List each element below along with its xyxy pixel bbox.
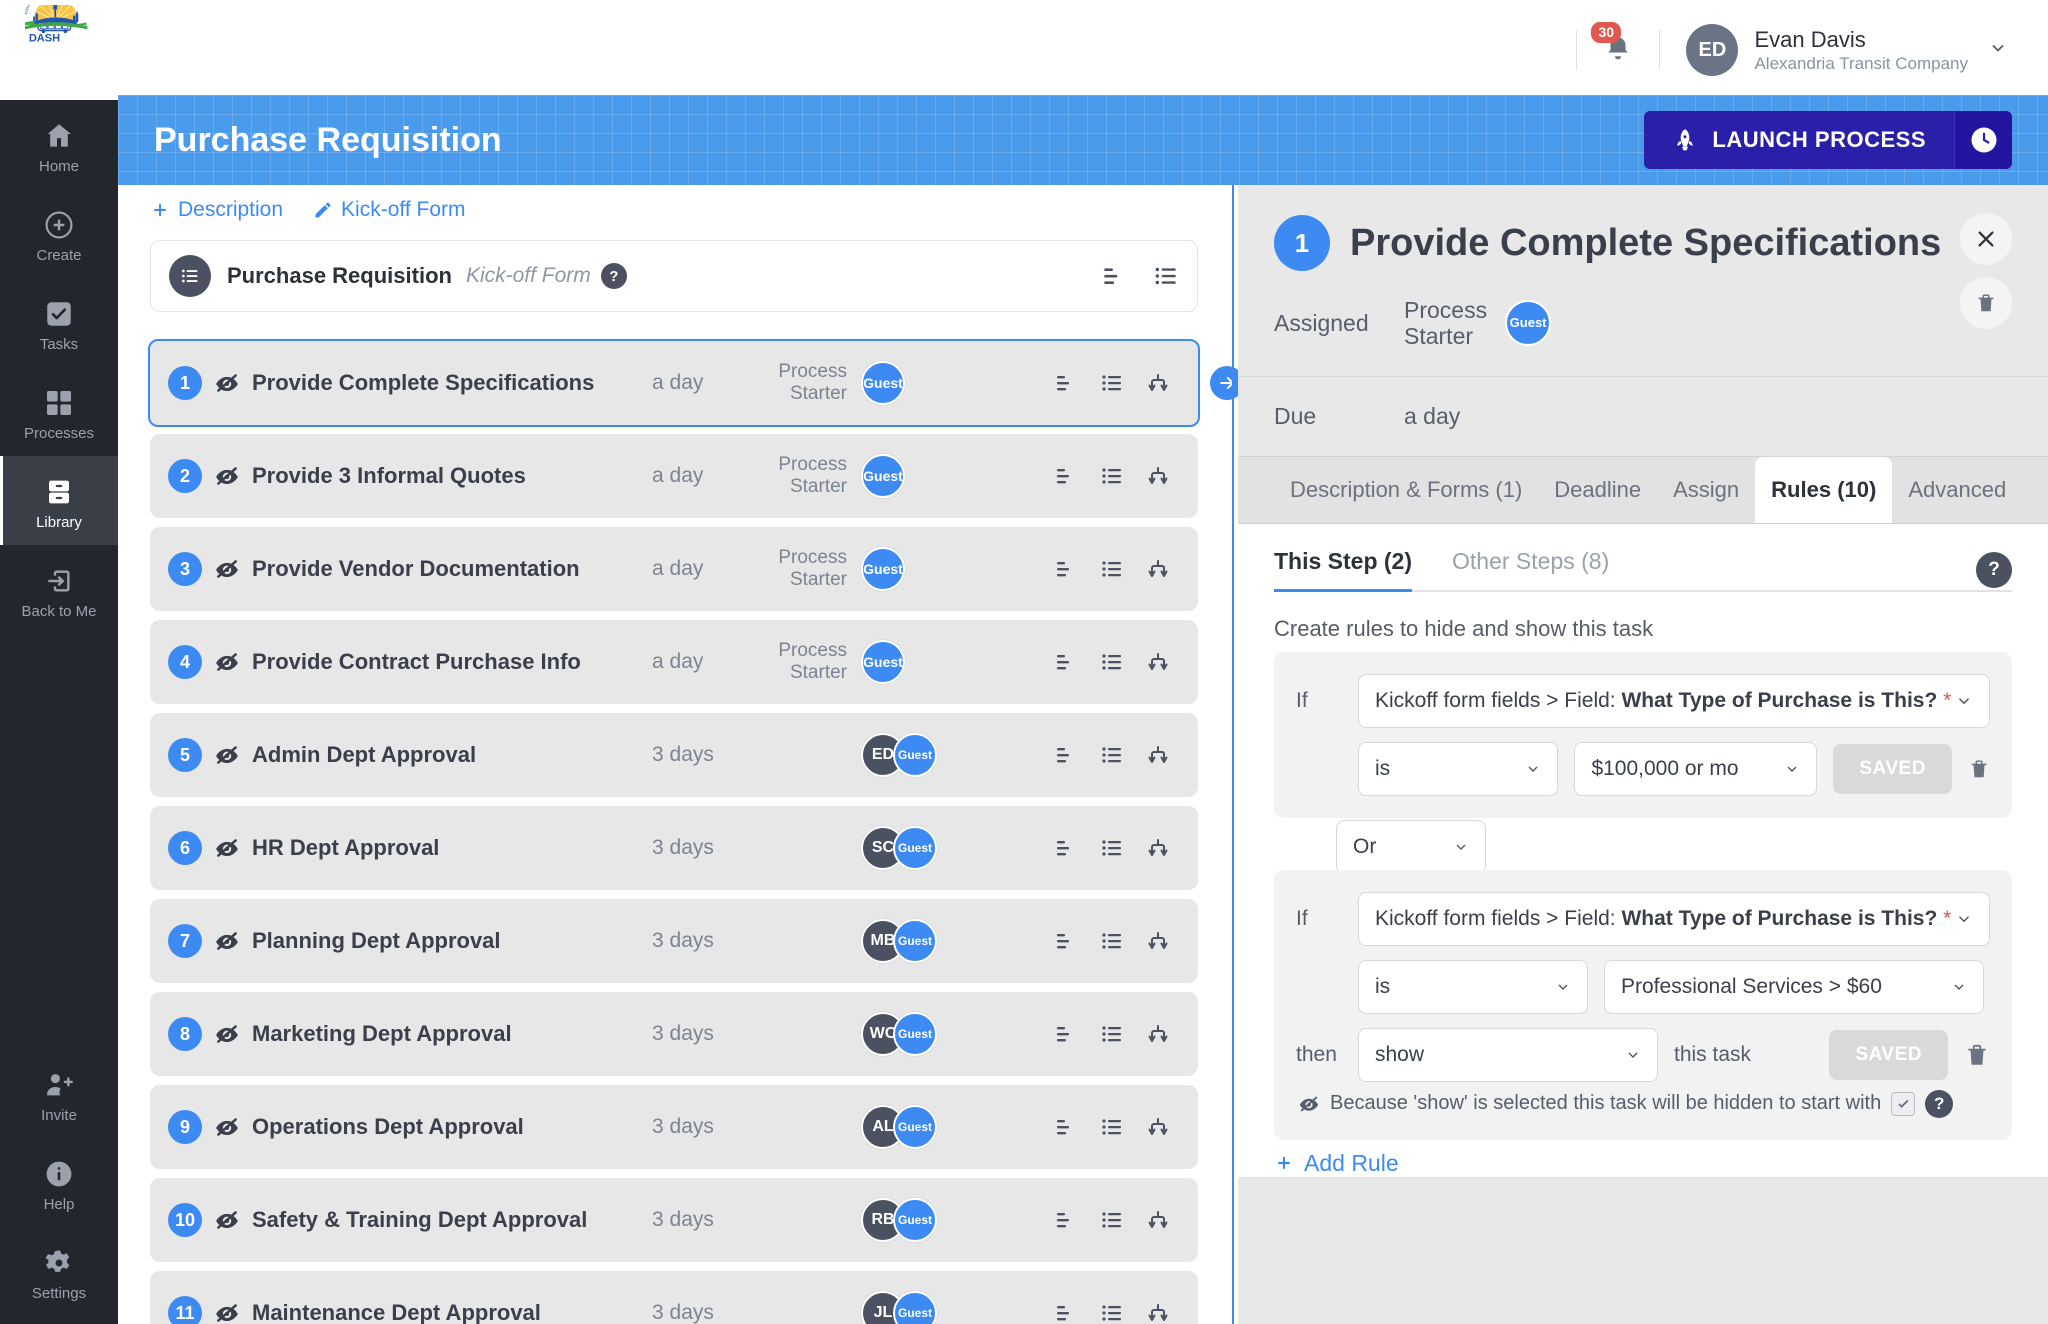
svg-text:DASH: DASH	[29, 33, 60, 45]
